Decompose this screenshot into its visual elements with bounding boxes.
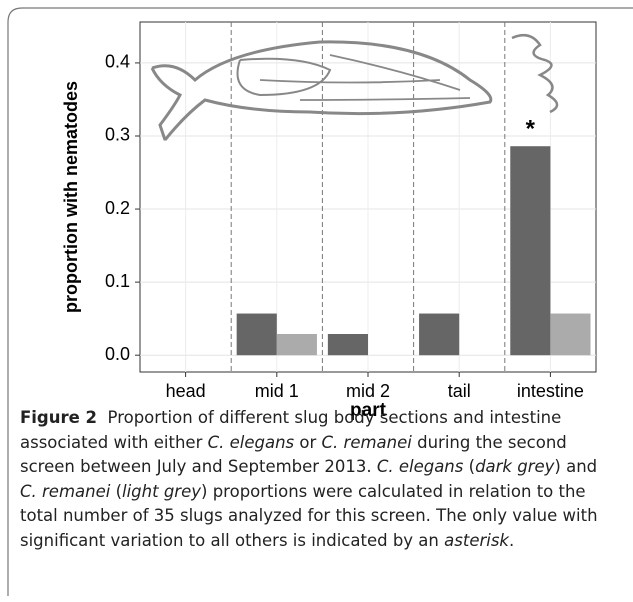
caption-text: light grey: [122, 481, 202, 501]
caption-text: (: [463, 457, 476, 476]
caption-text: C. elegans: [207, 432, 295, 452]
slug-illustration: [150, 33, 559, 141]
caption: Figure 2 Proportion of different slug bo…: [20, 406, 618, 553]
y-tick-label: 0.2: [105, 198, 130, 218]
caption-text: ) proportions were calculated in relatio…: [20, 481, 603, 550]
x-tick-label: mid 2: [346, 381, 390, 401]
y-tick-label: 0.3: [105, 125, 130, 145]
bar: [419, 313, 460, 356]
bar: [276, 334, 317, 356]
x-tick-label: mid 1: [255, 381, 299, 401]
caption-text: C. elegans: [376, 457, 464, 476]
x-tick-label: tail: [448, 381, 471, 401]
grid: [140, 22, 596, 372]
x-tick-label: intestine: [517, 381, 584, 401]
caption-text: or: [294, 432, 322, 452]
x-axis-label: part: [350, 400, 387, 421]
y-tick-label: 0.1: [105, 271, 130, 291]
marks: [236, 146, 591, 356]
caption-label: Figure 2: [20, 408, 98, 427]
y-tick-label: 0.4: [105, 52, 130, 72]
y-axis-label: proportion with nematodes: [61, 81, 81, 313]
caption-text: during the second screen between July an…: [20, 432, 572, 477]
caption-text: C. remanei: [321, 432, 412, 452]
caption-text: ) and: [554, 457, 603, 476]
bar: [550, 313, 591, 356]
caption-text: (: [110, 481, 123, 501]
figure-frame: [7, 7, 633, 596]
caption-text: asterisk: [444, 530, 509, 550]
caption-text: Proportion of different slug body sectio…: [20, 408, 567, 452]
bar: [236, 313, 277, 356]
bar: [327, 334, 368, 356]
caption-text: C. remanei: [20, 481, 111, 501]
caption-text: .: [509, 530, 515, 550]
caption-text: dark grey: [475, 457, 555, 476]
annotation: *: [526, 116, 536, 143]
bar: [510, 146, 551, 356]
y-tick-label: 0.0: [105, 344, 130, 364]
x-tick-label: head: [166, 381, 206, 401]
